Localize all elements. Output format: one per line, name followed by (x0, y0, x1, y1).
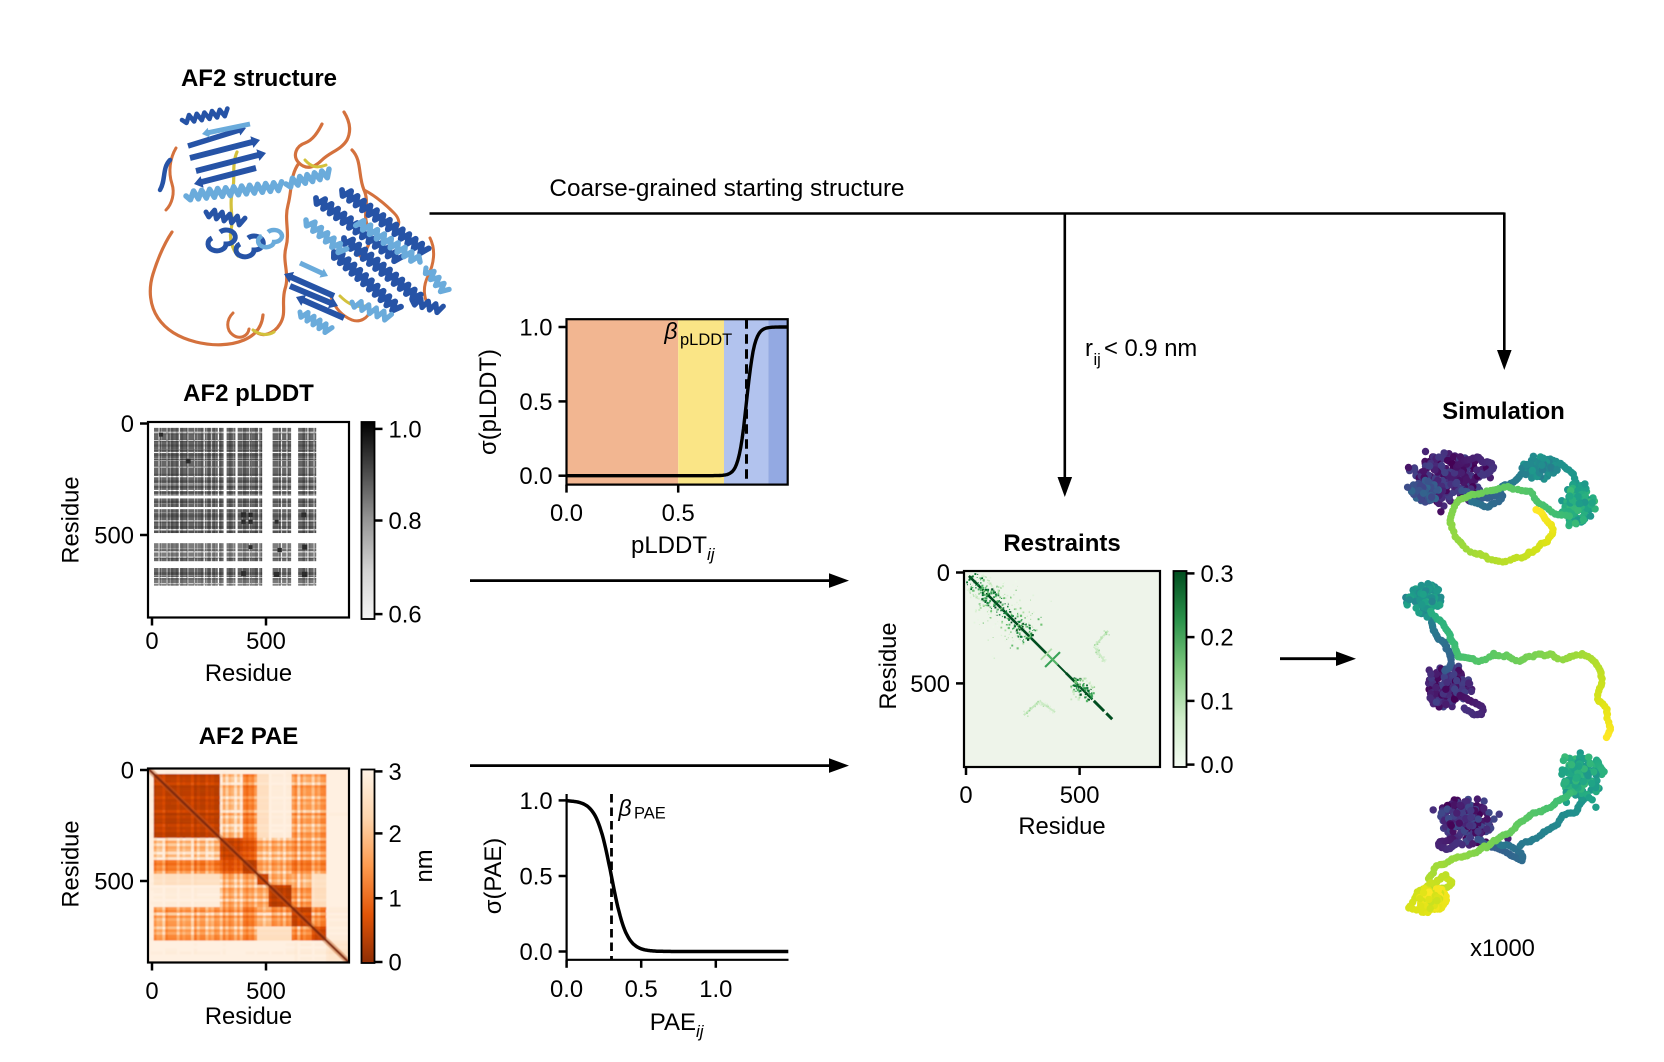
svg-text:Residue: Residue (58, 476, 85, 563)
svg-text:0.8: 0.8 (389, 508, 422, 535)
svg-text:0: 0 (959, 782, 972, 809)
svg-text:β: β (663, 318, 677, 344)
svg-text:< 0.9 nm: < 0.9 nm (1104, 335, 1197, 362)
svg-text:Residue: Residue (205, 1003, 292, 1030)
svg-text:0: 0 (121, 758, 134, 785)
svg-text:500: 500 (94, 869, 134, 896)
svg-text:0.0: 0.0 (519, 463, 552, 490)
svg-text:0.0: 0.0 (520, 939, 553, 966)
svg-text:Residue: Residue (1018, 813, 1105, 840)
svg-text:pLDDT: pLDDT (631, 532, 707, 559)
svg-text:0.0: 0.0 (550, 976, 583, 1003)
svg-text:AF2 structure: AF2 structure (181, 65, 337, 92)
svg-text:0.0: 0.0 (550, 500, 583, 527)
svg-text:0: 0 (937, 560, 950, 587)
svg-text:1.0: 1.0 (699, 976, 732, 1003)
svg-text:Residue: Residue (205, 660, 292, 687)
svg-text:2: 2 (389, 821, 402, 848)
svg-text:0.6: 0.6 (389, 602, 422, 629)
svg-text:Residue: Residue (875, 622, 902, 709)
svg-text:0: 0 (145, 628, 158, 655)
svg-text:1: 1 (389, 886, 402, 913)
svg-text:0.5: 0.5 (662, 500, 695, 527)
svg-text:500: 500 (94, 523, 134, 550)
svg-text:1.0: 1.0 (389, 416, 422, 443)
svg-text:500: 500 (246, 628, 286, 655)
svg-text:1.0: 1.0 (519, 315, 552, 342)
svg-text:Restraints: Restraints (1003, 530, 1120, 557)
svg-text:pLDDT: pLDDT (680, 331, 732, 349)
svg-text:Simulation: Simulation (1442, 398, 1565, 425)
svg-text:Residue: Residue (58, 820, 85, 907)
svg-text:Coarse-grained starting struct: Coarse-grained starting structure (549, 175, 904, 202)
svg-text:AF2 pLDDT: AF2 pLDDT (183, 380, 314, 407)
svg-text:nm: nm (411, 849, 438, 882)
svg-text:1.0: 1.0 (520, 788, 553, 815)
svg-text:r: r (1085, 335, 1093, 362)
svg-text:x1000: x1000 (1470, 935, 1535, 962)
svg-text:0.1: 0.1 (1201, 688, 1234, 715)
svg-text:3: 3 (389, 759, 402, 786)
svg-text:ij: ij (707, 545, 716, 564)
svg-text:0.5: 0.5 (625, 976, 658, 1003)
svg-text:ij: ij (1094, 351, 1101, 369)
svg-text:0.5: 0.5 (519, 389, 552, 416)
svg-text:0: 0 (389, 950, 402, 977)
svg-text:PAE: PAE (650, 1009, 696, 1036)
svg-text:500: 500 (1060, 782, 1100, 809)
svg-text:σ(PAE): σ(PAE) (480, 838, 507, 914)
svg-text:0: 0 (121, 411, 134, 438)
svg-text:0.3: 0.3 (1201, 561, 1234, 588)
svg-text:500: 500 (910, 671, 950, 698)
svg-text:ij: ij (696, 1022, 705, 1041)
svg-text:500: 500 (246, 978, 286, 1005)
svg-text:σ(pLDDT): σ(pLDDT) (475, 349, 502, 455)
svg-text:0.2: 0.2 (1201, 625, 1234, 652)
svg-text:AF2 PAE: AF2 PAE (199, 723, 299, 750)
svg-text:PAE: PAE (634, 805, 666, 823)
svg-text:0.0: 0.0 (1201, 752, 1234, 779)
svg-text:0.5: 0.5 (520, 864, 553, 891)
svg-text:0: 0 (145, 978, 158, 1005)
svg-text:β: β (617, 795, 631, 821)
